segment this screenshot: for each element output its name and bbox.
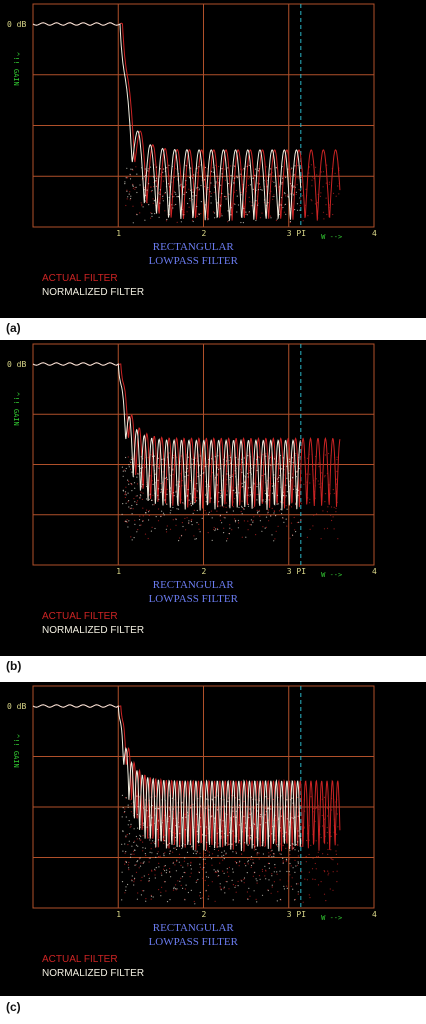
panel-a: 0 dB ^!! GAIN 1 2 3 PI 4 W --> RECTANGULAR LOWPA… (0, 0, 426, 318)
actual-filter-curve (33, 23, 340, 223)
actual-filter-curve (33, 363, 340, 540)
legend-actual-filter: ACTUAL FILTER (42, 273, 118, 284)
x-tick-label: 4 (372, 567, 377, 576)
panel-caption: (a) (6, 321, 21, 335)
x-tick-label: 3 PI (287, 910, 306, 919)
x-axis-label: W --> (321, 571, 342, 579)
x-tick-label: 3 PI (287, 567, 306, 576)
x-tick-label: 2 (202, 910, 207, 919)
legend-normalized-filter: NORMALIZED FILTER (42, 625, 144, 636)
x-tick-label: 2 (202, 567, 207, 576)
x-tick-label: 1 (116, 229, 121, 238)
normalized-filter-curve (33, 23, 301, 224)
chart-title-line2: LOWPASS FILTER (149, 593, 239, 605)
zero-db-label: 0 dB (7, 360, 26, 369)
zero-db-label: 0 dB (7, 702, 26, 711)
legend-actual-filter: ACTUAL FILTER (42, 611, 118, 622)
panel-caption: (c) (6, 1000, 21, 1014)
chart-title-line1: RECTANGULAR (153, 922, 235, 934)
filter-plot: 0 dB ^!! GAIN 1 2 3 PI 4 W --> RECTANGULAR LOWPA… (0, 682, 426, 996)
y-axis-label: ^!! GAIN (12, 734, 20, 768)
y-axis-label: ^!! GAIN (12, 392, 20, 426)
y-axis-label: ^!! GAIN (12, 52, 20, 86)
legend-normalized-filter: NORMALIZED FILTER (42, 968, 144, 979)
panel-b: 0 dB ^!! GAIN 1 2 3 PI 4 W --> RECTANGULAR LOWPA… (0, 340, 426, 656)
filter-plot: 0 dB ^!! GAIN 1 2 3 PI 4 W --> RECTANGULAR LOWPA… (0, 0, 426, 318)
x-tick-label: 2 (202, 229, 207, 238)
x-axis-label: W --> (321, 914, 342, 922)
x-tick-label: 4 (372, 229, 377, 238)
x-axis-label: W --> (321, 233, 342, 241)
grid (33, 344, 374, 565)
normalized-filter-curve (33, 705, 301, 905)
zero-db-label: 0 dB (7, 20, 26, 29)
x-tick-label: 1 (116, 567, 121, 576)
chart-title-line2: LOWPASS FILTER (149, 936, 239, 948)
chart-title-line1: RECTANGULAR (153, 241, 235, 253)
panel-c: 0 dB ^!! GAIN 1 2 3 PI 4 W --> RECTANGULAR LOWPA… (0, 682, 426, 996)
x-tick-label: 1 (116, 910, 121, 919)
legend-normalized-filter: NORMALIZED FILTER (42, 287, 144, 298)
legend-actual-filter: ACTUAL FILTER (42, 954, 118, 965)
filter-plot: 0 dB ^!! GAIN 1 2 3 PI 4 W --> RECTANGULAR LOWPA… (0, 340, 426, 656)
x-tick-label: 4 (372, 910, 377, 919)
panel-caption: (b) (6, 659, 21, 673)
chart-title-line1: RECTANGULAR (153, 579, 235, 591)
x-tick-label: 3 PI (287, 229, 306, 238)
chart-title-line2: LOWPASS FILTER (149, 255, 239, 267)
